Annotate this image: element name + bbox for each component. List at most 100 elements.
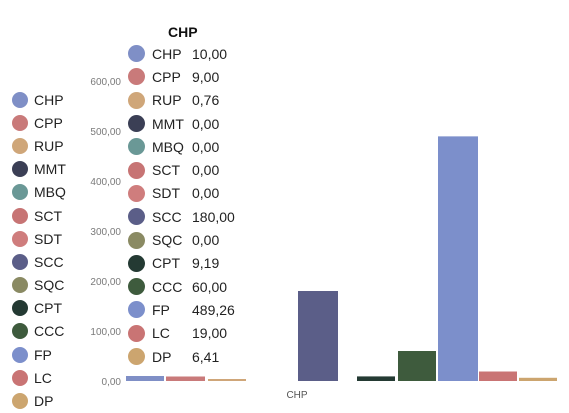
- tooltip-row-sct: SCT 0,00: [128, 158, 248, 181]
- legend-label: CCC: [34, 323, 65, 340]
- tooltip-value: 0,00: [192, 115, 220, 132]
- tooltip-swatch: [128, 278, 145, 296]
- legend-item-rup[interactable]: RUP: [12, 134, 66, 157]
- tooltip-swatch: [128, 115, 145, 133]
- legend-item-lc[interactable]: LC: [12, 366, 66, 389]
- legend-label: CHP: [34, 91, 64, 108]
- tooltip-swatch: [128, 348, 145, 365]
- chart-legend: CHP CPP RUP MMT MBQ SCT SDT SCC SQC CPT CCC FP LC DP: [12, 88, 66, 413]
- tooltip-row-sdt: SDT 0,00: [128, 182, 248, 205]
- legend-item-cpp[interactable]: CPP: [12, 111, 66, 134]
- tooltip-code: CPP: [152, 68, 181, 85]
- legend-swatch: [12, 393, 28, 410]
- legend-item-cpt[interactable]: CPT: [12, 297, 66, 320]
- x-tick-label: CHP: [286, 390, 307, 401]
- legend-label: MBQ: [34, 184, 66, 201]
- legend-item-sct[interactable]: SCT: [12, 204, 66, 227]
- tooltip-swatch: [128, 301, 145, 319]
- tooltip-code: SCC: [152, 208, 182, 225]
- tooltip-code: FP: [152, 301, 170, 318]
- legend-swatch: [12, 184, 28, 201]
- legend-label: MMT: [34, 161, 66, 178]
- tooltip-value: 0,76: [192, 92, 220, 109]
- tooltip-value: 60,00: [192, 278, 228, 295]
- tooltip-row-mmt: MMT 0,00: [128, 112, 248, 135]
- tooltip-value: 9,19: [192, 255, 220, 272]
- tooltip-swatch: [128, 45, 145, 63]
- bar-fp[interactable]: [438, 136, 478, 381]
- tooltip-title: CHP: [168, 24, 198, 40]
- y-tick-label: 500,00: [90, 127, 121, 138]
- tooltip-value: 19,00: [192, 325, 228, 342]
- bar-lc[interactable]: [479, 371, 517, 382]
- tooltip-row-sqc: SQC 0,00: [128, 228, 248, 251]
- tooltip-value: 0,00: [192, 185, 220, 202]
- tooltip-swatch: [128, 91, 145, 109]
- bar-cpt[interactable]: [357, 376, 395, 381]
- legend-label: CPP: [34, 114, 63, 131]
- legend-label: SQC: [34, 277, 65, 294]
- tooltip-row-cpp: CPP 9,00: [128, 65, 248, 88]
- y-tick-label: 200,00: [90, 277, 121, 288]
- tooltip-swatch: [128, 138, 145, 156]
- legend-label: RUP: [34, 137, 64, 154]
- tooltip-swatch: [128, 161, 145, 179]
- y-tick-label: 400,00: [90, 177, 121, 188]
- legend-item-scc[interactable]: SCC: [12, 250, 66, 273]
- bar-dp[interactable]: [519, 377, 557, 381]
- tooltip-code: SQC: [152, 232, 183, 249]
- legend-item-ccc[interactable]: CCC: [12, 320, 66, 343]
- legend-label: SCT: [34, 207, 62, 224]
- legend-swatch: [12, 161, 28, 178]
- tooltip-code: CCC: [152, 278, 183, 295]
- tooltip-swatch: [128, 324, 145, 342]
- tooltip-value: 0,00: [192, 162, 220, 179]
- tooltip-row-lc: LC 19,00: [128, 322, 248, 345]
- tooltip-value: 10,00: [192, 45, 228, 62]
- tooltip-value: 0,00: [192, 138, 220, 155]
- legend-item-chp[interactable]: CHP: [12, 88, 66, 111]
- legend-label: SDT: [34, 230, 62, 247]
- legend-item-fp[interactable]: FP: [12, 343, 66, 366]
- tooltip-code: SCT: [152, 162, 180, 179]
- bar-cpp[interactable]: [166, 376, 205, 382]
- legend-item-dp[interactable]: DP: [12, 389, 66, 412]
- y-tick-label: 100,00: [90, 327, 121, 338]
- legend-swatch: [12, 114, 28, 131]
- tooltip-code: MBQ: [152, 138, 184, 155]
- bar-chp[interactable]: [126, 376, 164, 381]
- tooltip-row-chp: CHP 10,00: [128, 42, 248, 65]
- legend-item-mmt[interactable]: MMT: [12, 158, 66, 181]
- legend-item-mbq[interactable]: MBQ: [12, 181, 66, 204]
- legend-swatch: [12, 300, 28, 317]
- legend-label: SCC: [34, 253, 64, 270]
- tooltip-row-scc: SCC 180,00: [128, 205, 248, 228]
- legend-swatch: [12, 230, 28, 247]
- tooltip-swatch: [128, 208, 145, 226]
- tooltip-row-cpt: CPT 9,19: [128, 252, 248, 275]
- data-tooltip: CHP CHP 10,00 CPP 9,00 RUP 0,76 MMT 0,00 MBQ 0,00…: [128, 24, 248, 368]
- legend-item-sqc[interactable]: SQC: [12, 274, 66, 297]
- legend-swatch: [12, 346, 28, 363]
- tooltip-swatch: [128, 184, 145, 202]
- tooltip-value: 489,26: [192, 301, 235, 318]
- tooltip-value: 180,00: [192, 208, 235, 225]
- tooltip-rows: CHP 10,00 CPP 9,00 RUP 0,76 MMT 0,00 MBQ 0,00 SCT 0…: [128, 42, 248, 368]
- y-tick-label: 0,00: [102, 377, 122, 388]
- legend-item-sdt[interactable]: SDT: [12, 227, 66, 250]
- tooltip-code: SDT: [152, 185, 180, 202]
- tooltip-row-ccc: CCC 60,00: [128, 275, 248, 298]
- legend-label: LC: [34, 369, 52, 386]
- legend-swatch: [12, 207, 28, 224]
- tooltip-code: MMT: [152, 115, 184, 132]
- bar-ccc[interactable]: [398, 351, 436, 381]
- tooltip-code: DP: [152, 348, 172, 365]
- tooltip-code: CHP: [152, 45, 182, 62]
- tooltip-value: 9,00: [192, 68, 220, 85]
- bar-rup[interactable]: [208, 379, 246, 381]
- tooltip-row-mbq: MBQ 0,00: [128, 135, 248, 158]
- bar-scc[interactable]: [298, 291, 338, 381]
- legend-swatch: [12, 137, 28, 154]
